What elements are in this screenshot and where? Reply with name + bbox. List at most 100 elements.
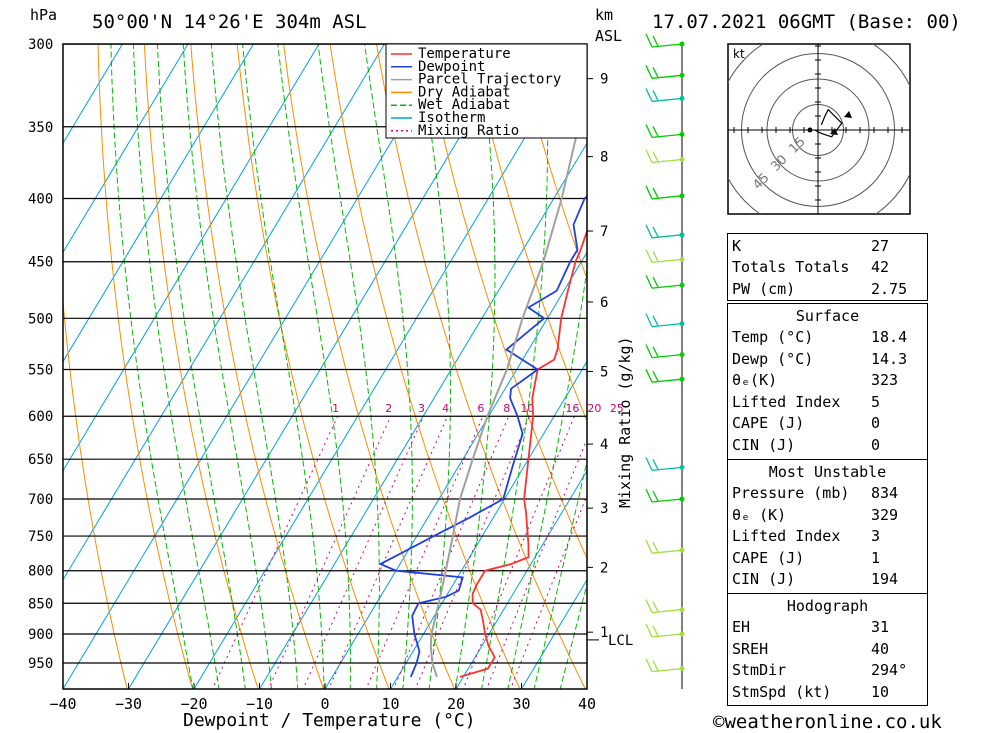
mixing-ratio-line <box>462 416 575 689</box>
wind-barb-staff <box>651 284 683 289</box>
legend-entry: Isotherm <box>418 110 485 126</box>
wind-barb-flag <box>645 658 653 672</box>
stat-value: 27 <box>871 236 890 255</box>
wind-barb-staff <box>651 43 683 48</box>
surface-box: Surface Temp (°C) 18.4 Dewp (°C) 14.3 θₑ(K) 32… <box>727 303 928 460</box>
isotherm-line <box>63 44 386 581</box>
stat-value: 18.4 <box>871 328 908 347</box>
wind-barb-flag <box>645 88 653 102</box>
wind-barb-flag <box>645 224 653 239</box>
wet-adiabat <box>533 458 587 689</box>
stat-value: 294° <box>871 661 908 680</box>
surface-title: Surface <box>795 306 860 325</box>
stat-label: StmDir <box>732 661 787 680</box>
wind-barb-staff <box>651 97 683 103</box>
stat-row: θₑ (K) 329 <box>728 504 927 526</box>
mixing-ratio-axis-label: Mixing Ratio (g/kg) <box>616 336 634 508</box>
dry-adiabat <box>515 44 587 281</box>
wet-adiabat <box>507 265 587 689</box>
wind-barb-staff <box>651 234 683 239</box>
stat-value: 2.75 <box>871 279 908 298</box>
wind-barb <box>645 623 683 638</box>
parcel-trajectory-line <box>429 91 587 678</box>
km-tick-label: 2 <box>600 560 608 576</box>
wet-adiabat <box>559 582 587 689</box>
wind-barb-flag <box>645 185 653 200</box>
stat-row: CAPE (J) 1 <box>728 547 927 569</box>
dry-adiabat <box>934 0 1000 691</box>
x-axis-label: Dewpoint / Temperature (°C) <box>183 710 476 731</box>
indices-box: K 27 Totals Totals 42 PW (cm) 2.75 <box>727 233 928 301</box>
wind-barb-flag <box>652 541 659 553</box>
km-tick-label: 4 <box>600 437 608 453</box>
mixing-ratio-label: 4 <box>442 402 449 415</box>
wind-barb-staff <box>651 133 683 139</box>
pressure-tick-label: 750 <box>28 529 53 545</box>
wind-barb-flag <box>645 539 653 554</box>
wind-barb-flag <box>645 599 653 613</box>
km-tick-label: 3 <box>600 501 608 517</box>
x-tick-label: 30 <box>512 695 530 713</box>
legend-entry: Mixing Ratio <box>418 123 519 139</box>
wind-barb-flag <box>645 124 653 138</box>
pressure-tick-label: 450 <box>28 255 53 271</box>
wet-adiabat <box>277 44 351 689</box>
wind-barb <box>645 457 683 472</box>
wind-barb <box>645 224 683 239</box>
stat-row: PW (cm) 2.75 <box>728 278 927 300</box>
wind-barb-flag <box>645 249 653 263</box>
wind-barb <box>645 249 683 263</box>
legend-entry: Parcel Trajectory <box>418 72 561 88</box>
dry-adiabat <box>283 44 456 689</box>
most-unstable-box: Most Unstable Pressure (mb) 834 θₑ (K) 329 Li… <box>727 459 928 594</box>
wind-barb-staff <box>651 323 683 328</box>
km-tick-label: 1 <box>600 625 608 641</box>
wind-barb-staff <box>651 354 683 359</box>
pressure-tick-label: 650 <box>28 452 53 468</box>
mixing-ratio-line <box>486 437 587 689</box>
wind-barb <box>645 88 683 103</box>
wind-barb-flag <box>652 90 659 101</box>
wind-barb <box>645 658 683 673</box>
stat-value: 0 <box>871 435 881 454</box>
wind-barb-flag <box>645 149 653 163</box>
dry-adiabat <box>329 44 521 689</box>
stat-value: 0 <box>871 414 881 433</box>
km-tick-label: 7 <box>600 224 608 240</box>
wind-barb-flag <box>652 490 659 502</box>
wet-adiabat <box>156 44 246 689</box>
x-tick-label: −20 <box>180 695 207 713</box>
isotherm-line <box>63 44 124 145</box>
stat-row: Lifted Index 3 <box>728 526 927 548</box>
wind-barb-flag <box>652 151 659 162</box>
wind-barb <box>645 313 683 328</box>
stat-label: EH <box>732 618 751 637</box>
wind-barb <box>645 149 683 164</box>
mixing-ratio-label: 1 <box>332 402 339 415</box>
wind-barb-flag <box>652 67 659 78</box>
stat-value: 1 <box>871 548 881 567</box>
pressure-tick-label: 600 <box>28 409 53 425</box>
stat-row: Dewp (°C) 14.3 <box>728 348 927 370</box>
stat-row: θₑ(K) 323 <box>728 370 927 392</box>
pressure-tick-label: 900 <box>28 627 53 643</box>
mixing-ratio-line <box>509 494 587 689</box>
wet-adiabat <box>132 44 220 689</box>
x-tick-label: 20 <box>447 695 465 713</box>
legend-entry: Dry Adiabat <box>418 84 511 100</box>
dry-adiabat <box>422 44 587 560</box>
stat-row: StmDir 294° <box>728 660 927 682</box>
stat-label: Dewp (°C) <box>732 349 814 368</box>
mixing-ratio-label: 25 <box>610 402 624 415</box>
wind-barb-flag <box>652 660 659 671</box>
x-tick-label: −40 <box>49 695 76 713</box>
wind-barb-flag <box>652 226 659 238</box>
stat-label: θₑ(K) <box>732 371 778 390</box>
isotherm-line <box>0 0 50 691</box>
hodograph-unit: kt <box>733 47 745 61</box>
wind-barb-flag <box>645 368 653 383</box>
wind-barb <box>645 488 683 503</box>
stat-label: Lifted Index <box>732 527 841 546</box>
x-tick-label: −30 <box>115 695 142 713</box>
dewpoint-line <box>378 195 587 678</box>
